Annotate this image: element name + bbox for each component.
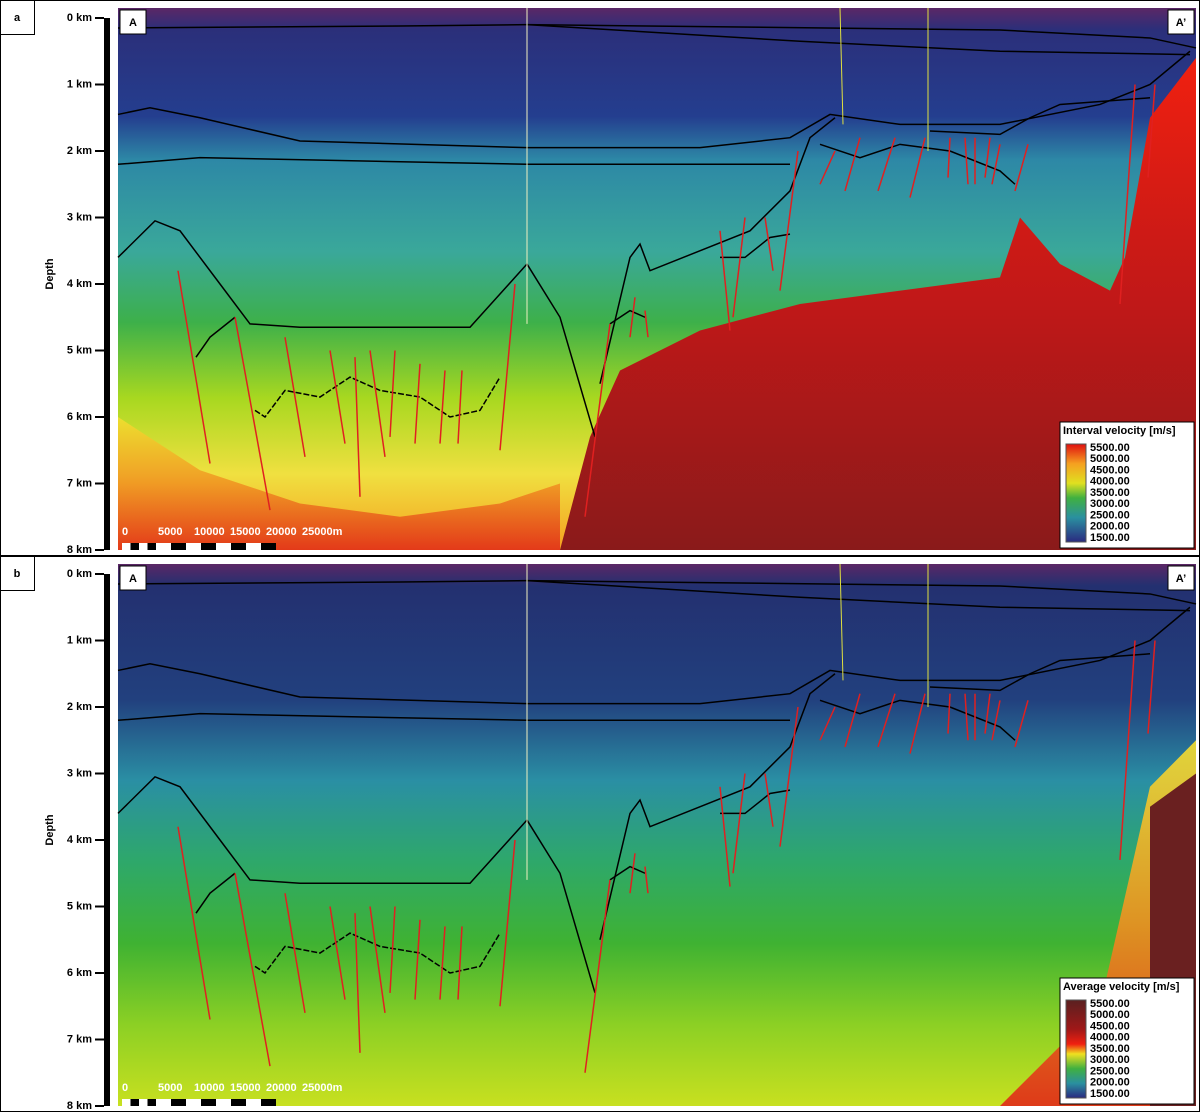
scale-bar-label: 25000m <box>302 1082 343 1094</box>
depth-tick-label: 0 km <box>67 568 92 580</box>
depth-tick-label: 7 km <box>67 1033 92 1045</box>
scale-bar-segment <box>201 1099 216 1106</box>
endpoint-label: A <box>129 573 137 585</box>
panel-label: b <box>14 568 21 580</box>
legend-label: 4000.00 <box>1090 1032 1130 1044</box>
scale-bar-segment <box>186 543 201 550</box>
depth-tick-label: 4 km <box>67 834 92 846</box>
legend-label: 4000.00 <box>1090 476 1130 488</box>
depth-tick-label: 5 km <box>67 344 92 356</box>
velocity-section <box>118 8 1196 550</box>
scale-bar-segment <box>216 1099 231 1106</box>
figure: a Depth 0 km 1 km 2 km 3 km 4 km 5 km 6 km 7 km 8 … <box>0 0 1200 1112</box>
legend-label: 2500.00 <box>1090 1065 1130 1077</box>
scale-bar-label: 20000 <box>266 526 297 538</box>
legend-label: 4500.00 <box>1090 1020 1130 1032</box>
legend-title: Interval velocity [m/s] <box>1063 425 1176 437</box>
scale-bar-segment <box>201 543 216 550</box>
depth-tick-label: 8 km <box>67 1100 92 1112</box>
legend-title: Average velocity [m/s] <box>1063 981 1180 993</box>
depth-tick-label: 2 km <box>67 145 92 157</box>
scale-bar-label: 10000 <box>194 526 225 538</box>
scale-bar-segment <box>171 1099 186 1106</box>
scale-bar-label: 20000 <box>266 1082 297 1094</box>
scale-bar-label: 0 <box>122 1082 128 1094</box>
depth-tick-label: 0 km <box>67 12 92 24</box>
scale-bar-segment <box>246 1099 261 1106</box>
scale-bar-segment <box>231 543 246 550</box>
scale-bar-segment <box>131 1099 140 1106</box>
scale-bar-segment <box>186 1099 201 1106</box>
scale-bar-segment <box>148 1099 157 1106</box>
depth-tick-label: 2 km <box>67 701 92 713</box>
scale-bar-segment <box>231 1099 246 1106</box>
scale-bar-label: 10000 <box>194 1082 225 1094</box>
endpoint-label: A <box>129 17 137 29</box>
scale-bar-label: 5000 <box>158 1082 182 1094</box>
depth-tick-label: 3 km <box>67 767 92 779</box>
legend-label: 1500.00 <box>1090 1088 1130 1100</box>
legend-label: 2000.00 <box>1090 1077 1130 1089</box>
legend-colorbar <box>1066 444 1086 542</box>
scale-bar-label: 15000 <box>230 1082 261 1094</box>
depth-tick-label: 1 km <box>67 634 92 646</box>
scale-bar-segment <box>139 543 148 550</box>
scale-bar-label: 5000 <box>158 526 182 538</box>
legend-label: 3000.00 <box>1090 1054 1130 1066</box>
depth-tick-label: 3 km <box>67 211 92 223</box>
scale-bar-segment <box>156 1099 171 1106</box>
scale-bar-label: 25000m <box>302 526 343 538</box>
legend-label: 1500.00 <box>1090 532 1130 544</box>
legend-label: 4500.00 <box>1090 464 1130 476</box>
scale-bar-segment <box>122 1099 131 1106</box>
legend-colorbar <box>1066 1000 1086 1098</box>
legend-label: 3500.00 <box>1090 1043 1130 1055</box>
endpoint-label: A’ <box>1176 573 1186 585</box>
scale-bar-label: 15000 <box>230 526 261 538</box>
scale-bar-segment <box>171 543 186 550</box>
legend-label: 5500.00 <box>1090 998 1130 1010</box>
scale-bar-label: 0 <box>122 526 128 538</box>
legend-label: 5500.00 <box>1090 442 1130 454</box>
endpoint-label: A’ <box>1176 17 1186 29</box>
legend-label: 2500.00 <box>1090 509 1130 521</box>
scale-bar-segment <box>156 543 171 550</box>
scale-bar-segment <box>246 543 261 550</box>
velocity-section <box>118 564 1196 1106</box>
scale-bar-segment <box>216 543 231 550</box>
depth-axis <box>104 18 110 550</box>
depth-tick-label: 1 km <box>67 78 92 90</box>
scale-bar-segment <box>131 543 140 550</box>
legend-label: 3500.00 <box>1090 487 1130 499</box>
scale-bar-segment <box>261 1099 276 1106</box>
depth-tick-label: 4 km <box>67 278 92 290</box>
scale-bar-segment <box>148 543 157 550</box>
legend-label: 5000.00 <box>1090 1009 1130 1021</box>
depth-axis <box>104 574 110 1106</box>
depth-tick-label: 6 km <box>67 967 92 979</box>
depth-tick-label: 8 km <box>67 544 92 556</box>
depth-tick-label: 7 km <box>67 477 92 489</box>
depth-tick-label: 5 km <box>67 900 92 912</box>
velocity-background <box>118 564 1196 1106</box>
axis-label: Depth <box>44 258 56 289</box>
axis-label: Depth <box>44 814 56 845</box>
legend-label: 2000.00 <box>1090 521 1130 533</box>
legend-label: 3000.00 <box>1090 498 1130 510</box>
legend-label: 5000.00 <box>1090 453 1130 465</box>
scale-bar-segment <box>261 543 276 550</box>
scale-bar-segment <box>139 1099 148 1106</box>
panel-label: a <box>14 12 21 24</box>
depth-tick-label: 6 km <box>67 411 92 423</box>
scale-bar-segment <box>122 543 131 550</box>
